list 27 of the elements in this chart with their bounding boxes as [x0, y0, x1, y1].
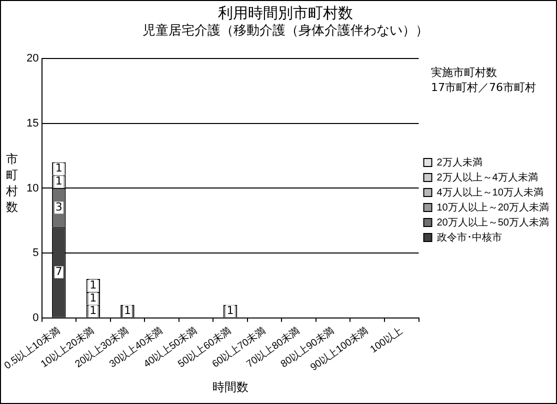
- y-tick-label: 0: [32, 312, 39, 324]
- legend-label: 2万人以上～4万人未満: [436, 171, 538, 184]
- data-label: 1: [226, 304, 234, 318]
- data-label: 1: [124, 304, 131, 318]
- y-tick-label: 15: [26, 117, 39, 130]
- legend-label: 政令市･中核市: [436, 231, 502, 244]
- x-tick-label: 100以上: [368, 324, 405, 356]
- data-label: 1: [55, 174, 62, 188]
- data-label: 1: [90, 304, 97, 318]
- text: 17市町村／76市町村: [431, 80, 536, 95]
- legend-label: 20万人以上～50万人未満: [436, 216, 549, 228]
- legend-label: 2万人未満: [436, 156, 482, 168]
- y-tick-label: 5: [32, 247, 39, 260]
- y-tick-label: 20: [26, 52, 39, 65]
- legend-label: 4万人以上～10万人未満: [436, 186, 544, 198]
- data-label: 7: [55, 265, 62, 278]
- legend-label: 10万人以上～20万人未満: [436, 201, 549, 214]
- chart-title: 利用時間別市町村数: [218, 5, 353, 22]
- text: 実施市町村数: [431, 65, 498, 80]
- data-label: 1: [55, 162, 62, 175]
- data-label: 1: [90, 278, 97, 292]
- y-tick-label: 10: [26, 182, 39, 194]
- chart-subtitle: 児童居宅介護（移動介護（身体介護伴わない））: [142, 22, 428, 38]
- y-axis-title: 市町村数: [5, 151, 19, 215]
- data-label: 1: [90, 291, 97, 304]
- data-label: 3: [55, 200, 62, 214]
- x-axis-title: 時間数: [212, 380, 248, 394]
